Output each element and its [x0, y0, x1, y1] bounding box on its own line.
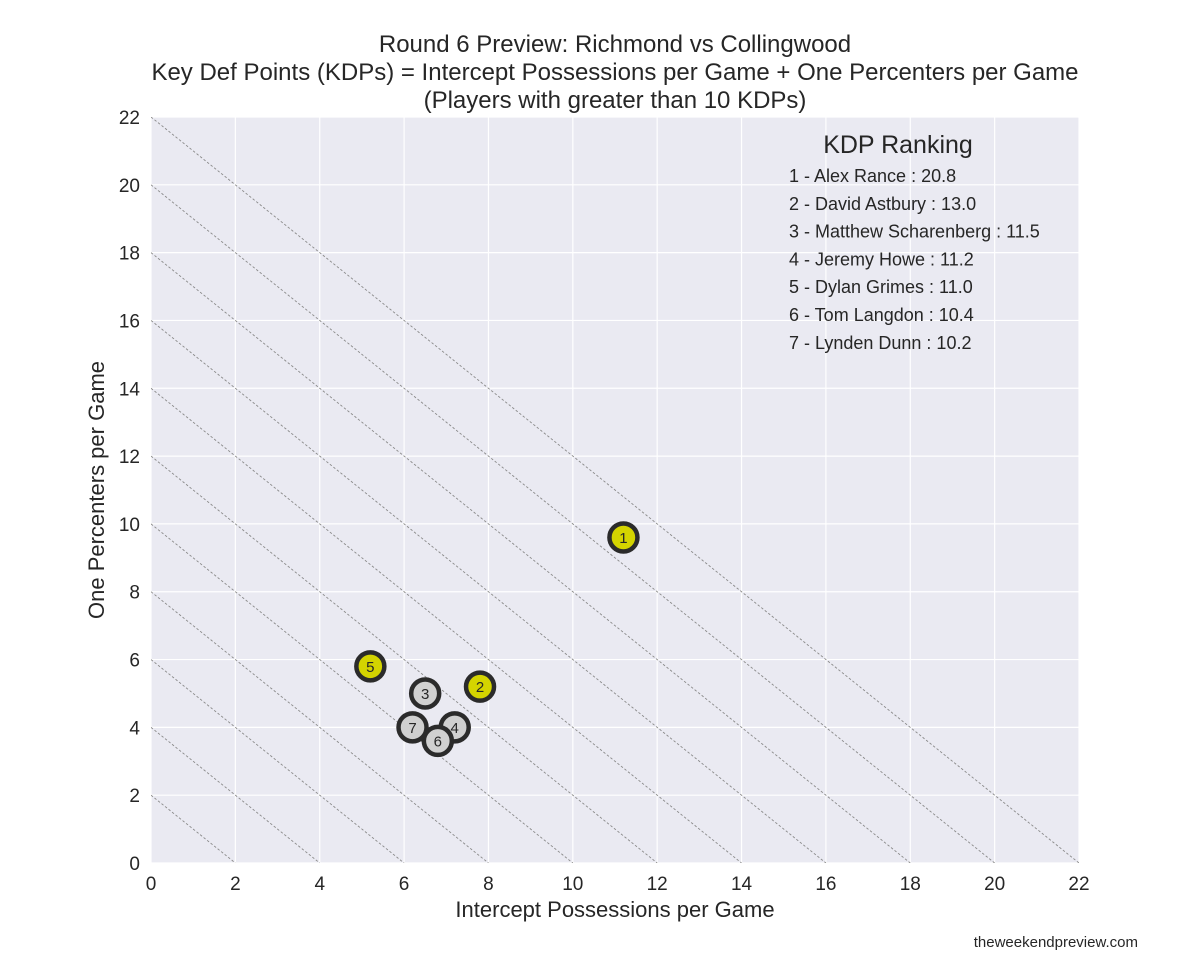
- legend-items: 1 - Alex Rance : 20.8 2 - David Astbury :…: [789, 166, 1040, 353]
- x-tick-label: 8: [483, 874, 494, 895]
- kdp-iso-line: [151, 659, 405, 863]
- kdp-iso-line: [151, 794, 236, 863]
- x-tick-label: 20: [984, 874, 1005, 895]
- x-tick-label: 4: [314, 874, 325, 895]
- y-tick-label: 2: [129, 786, 140, 807]
- kdp-iso-line: [151, 387, 742, 863]
- y-tick-label: 12: [119, 447, 140, 468]
- point-marker: [463, 670, 497, 703]
- kdp-ranking-legend: KDP Ranking 1 - Alex Rance : 20.8 2 - Dav…: [789, 131, 1040, 353]
- legend-item: 3 - Matthew Scharenberg : 11.5: [789, 222, 1040, 242]
- point-marker: [421, 724, 455, 758]
- data-point: 2: [463, 670, 497, 703]
- data-point: 6: [421, 724, 455, 758]
- legend-item: 6 - Tom Langdon : 10.4: [789, 305, 974, 325]
- y-tick-label: 0: [129, 854, 140, 875]
- kdp-iso-line: [151, 252, 911, 863]
- footer-credit: theweekendpreview.com: [974, 934, 1138, 951]
- x-tick-label: 0: [146, 874, 157, 895]
- y-tick-label: 22: [119, 108, 140, 129]
- x-tick-label: 14: [731, 874, 753, 895]
- x-axis-ticks: 0 2 4 6 8 10 12 14 16 18 20 22: [146, 874, 1090, 895]
- x-axis-label: Intercept Possessions per Game: [455, 897, 774, 922]
- y-tick-label: 18: [119, 244, 140, 265]
- kdp-iso-line: [151, 117, 1079, 863]
- kdp-iso-line: [151, 455, 658, 863]
- y-tick-label: 14: [119, 379, 141, 400]
- point-marker: [408, 677, 442, 710]
- point-label: 2: [476, 679, 484, 696]
- point-label: 5: [366, 659, 374, 676]
- legend-item: 7 - Lynden Dunn : 10.2: [789, 333, 971, 353]
- point-label: 3: [421, 686, 429, 703]
- point-label: 6: [434, 733, 442, 750]
- point-label: 1: [619, 530, 627, 547]
- legend-item: 5 - Dylan Grimes : 11.0: [789, 277, 973, 297]
- kdp-iso-lines: [151, 117, 1079, 863]
- x-tick-label: 22: [1068, 874, 1089, 895]
- kdp-iso-line: [151, 727, 321, 863]
- point-marker: [396, 711, 429, 744]
- legend-title: KDP Ranking: [823, 131, 973, 159]
- y-tick-label: 10: [119, 515, 140, 536]
- y-tick-label: 4: [129, 718, 140, 739]
- data-point: 3: [408, 677, 442, 710]
- y-axis-label: One Percenters per Game: [84, 361, 109, 619]
- point-label: 4: [451, 720, 459, 737]
- chart-title-line: Key Def Points (KDPs) = Intercept Posses…: [151, 59, 1078, 86]
- y-tick-label: 8: [129, 583, 140, 604]
- data-point: 1: [607, 521, 640, 554]
- legend-item: 2 - David Astbury : 13.0: [789, 194, 976, 214]
- chart-title: Round 6 Preview: Richmond vs Collingwood…: [151, 31, 1078, 114]
- gridlines: [150, 116, 1080, 864]
- x-tick-label: 12: [647, 874, 668, 895]
- y-tick-label: 16: [119, 311, 140, 332]
- x-tick-label: 10: [562, 874, 583, 895]
- x-tick-label: 18: [900, 874, 921, 895]
- legend-item: 4 - Jeremy Howe : 11.2: [789, 249, 974, 269]
- x-tick-label: 16: [815, 874, 836, 895]
- data-points: 1 2 3 4 5 6 7: [354, 521, 640, 758]
- legend-item: 1 - Alex Rance : 20.8: [789, 166, 956, 186]
- kdp-iso-line: [151, 184, 995, 863]
- point-marker: [354, 650, 387, 683]
- y-axis-ticks: 0 2 4 6 8 10 12 14 16 18 20 22: [119, 108, 141, 875]
- point-label: 7: [408, 720, 416, 737]
- data-point: 7: [396, 711, 429, 744]
- x-tick-label: 6: [399, 874, 410, 895]
- y-tick-label: 20: [119, 176, 140, 197]
- chart-title-line: (Players with greater than 10 KDPs): [424, 87, 807, 114]
- kdp-iso-line: [151, 591, 489, 863]
- kdp-iso-line: [151, 523, 574, 863]
- x-tick-label: 2: [230, 874, 241, 895]
- y-tick-label: 6: [129, 651, 140, 672]
- point-marker: [607, 521, 640, 554]
- kdp-iso-line: [151, 320, 827, 863]
- data-point: 5: [354, 650, 387, 683]
- chart-title-line: Round 6 Preview: Richmond vs Collingwood: [379, 31, 851, 58]
